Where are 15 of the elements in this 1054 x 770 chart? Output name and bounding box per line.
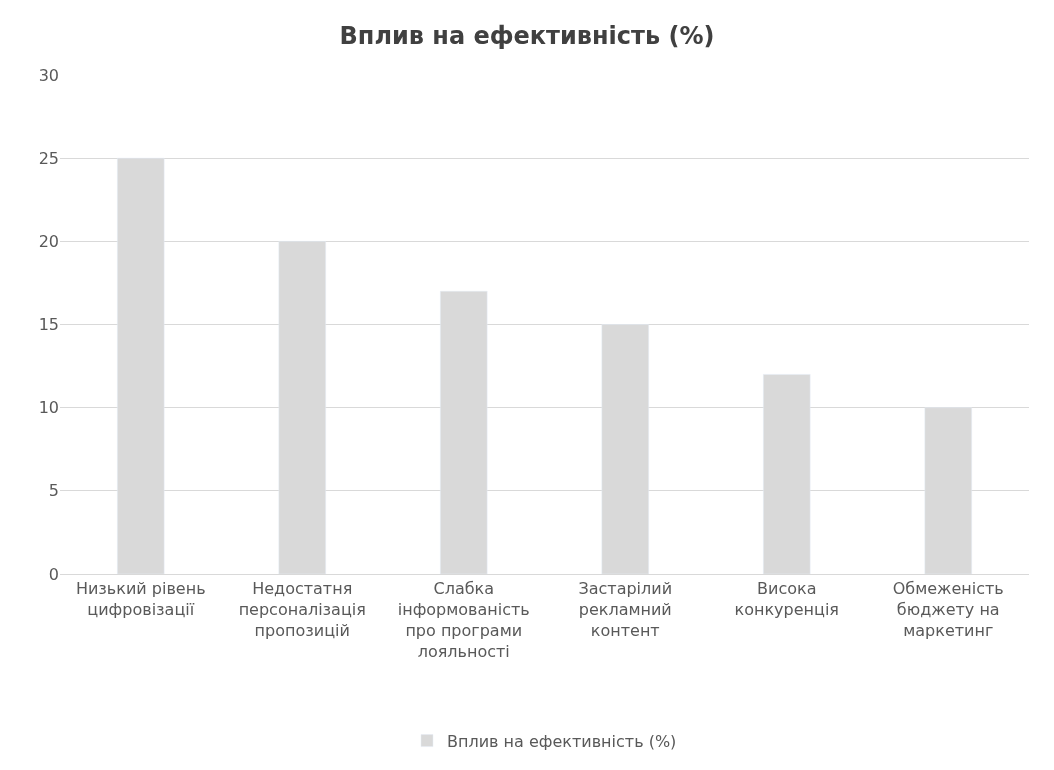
y-tick-label: 30 [38, 65, 59, 85]
x-tick-label: Недостатня персоналізація пропозицій [238, 579, 366, 640]
x-tick-label: Обмеженість бюджету на маркетинг [892, 579, 1004, 640]
y-tick-label: 5 [48, 481, 59, 501]
chart-title: Вплив на ефективність (%) [339, 21, 715, 50]
y-tick-label: 0 [48, 564, 59, 584]
y-tick-label: 15 [38, 315, 59, 335]
x-tick-label: Низький рівень цифровізації [75, 579, 206, 619]
x-tick-label: Висока конкуренція [734, 579, 839, 619]
y-tick-label: 25 [38, 148, 59, 168]
x-tick-label: Застарілий рекламний контент [578, 579, 673, 640]
y-tick-label: 10 [38, 398, 59, 418]
y-tick-label: 20 [38, 231, 59, 251]
x-tick-label: Слабка інформованість про програми лояльності [397, 579, 530, 661]
legend-label: Вплив на ефективність (%) [447, 731, 677, 751]
